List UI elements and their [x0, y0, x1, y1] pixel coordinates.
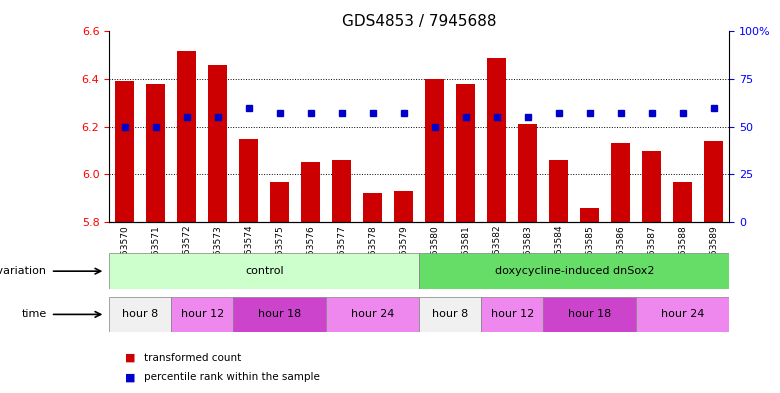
Bar [549, 160, 568, 222]
Bar [208, 65, 227, 222]
Text: hour 18: hour 18 [568, 309, 612, 320]
Text: transformed count: transformed count [144, 353, 242, 363]
Text: hour 8: hour 8 [122, 309, 158, 320]
Text: doxycycline-induced dnSox2: doxycycline-induced dnSox2 [495, 266, 654, 276]
Bar [301, 162, 320, 222]
Bar [420, 297, 481, 332]
Text: hour 12: hour 12 [181, 309, 224, 320]
Bar [643, 151, 661, 222]
Text: ■: ■ [125, 372, 135, 382]
Bar [519, 124, 537, 222]
Text: hour 12: hour 12 [491, 309, 534, 320]
Bar [332, 160, 351, 222]
Bar [109, 253, 420, 289]
Bar [673, 182, 692, 222]
Bar [115, 81, 134, 222]
Bar [612, 143, 630, 222]
Bar [481, 297, 544, 332]
Bar [636, 297, 729, 332]
Text: percentile rank within the sample: percentile rank within the sample [144, 372, 320, 382]
Text: time: time [22, 309, 47, 320]
Bar [177, 51, 196, 222]
Title: GDS4853 / 7945688: GDS4853 / 7945688 [342, 14, 497, 29]
Text: genotype/variation: genotype/variation [0, 266, 47, 276]
Bar [395, 191, 413, 222]
Bar [326, 297, 420, 332]
Bar [704, 141, 723, 222]
Bar [239, 139, 258, 222]
Bar [544, 297, 636, 332]
Text: ■: ■ [125, 353, 135, 363]
Bar [109, 297, 172, 332]
Bar [233, 297, 326, 332]
Bar [147, 84, 165, 222]
Text: control: control [245, 266, 284, 276]
Bar [425, 79, 444, 222]
Bar [420, 253, 729, 289]
Text: hour 24: hour 24 [351, 309, 395, 320]
Bar [172, 297, 233, 332]
Bar [456, 84, 475, 222]
Text: hour 18: hour 18 [258, 309, 301, 320]
Bar [488, 58, 506, 222]
Text: hour 24: hour 24 [661, 309, 704, 320]
Text: hour 8: hour 8 [432, 309, 468, 320]
Bar [580, 208, 599, 222]
Bar [363, 193, 382, 222]
Bar [271, 182, 289, 222]
